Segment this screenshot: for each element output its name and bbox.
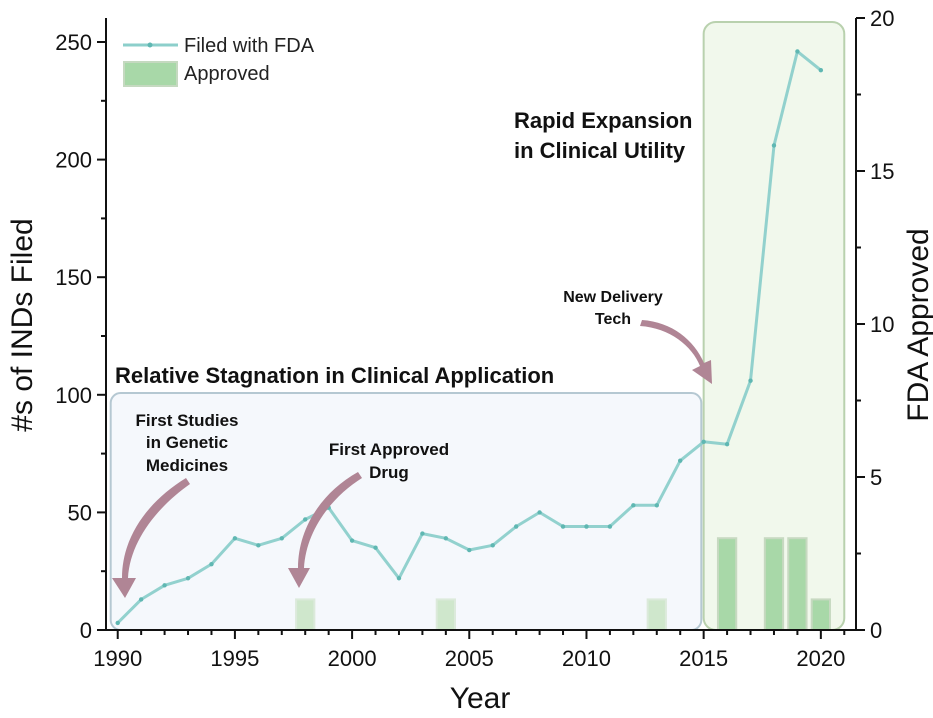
x-axis-title: Year [450, 682, 511, 715]
filed-point-2019 [795, 49, 800, 54]
arrow-new-delivery [640, 320, 712, 384]
filed-point-1997 [279, 536, 284, 541]
approved-bar-2020 [810, 598, 831, 632]
y-right-tick-label-0: 0 [870, 618, 882, 643]
axes: 1990 1995 2000 2005 2010 2015 2020050100150200… [55, 6, 894, 671]
filed-point-1996 [256, 543, 261, 548]
filed-point-2018 [771, 143, 777, 148]
filed-point-1993 [185, 576, 191, 581]
legend-line-marker [147, 42, 153, 48]
filed-point-2009 [560, 524, 566, 529]
filed-point-2014 [678, 458, 683, 463]
filed-point-2002 [396, 576, 402, 581]
annotation-new-delivery-line1: New Delivery [563, 289, 663, 306]
filed-point-2016 [724, 441, 730, 447]
filed-point-1998 [303, 517, 308, 522]
approved-bar-2013 [646, 598, 667, 632]
x-tick-label-1995: 1995 [210, 646, 259, 671]
approved-bar-2019 [787, 537, 808, 632]
arrow-first-approved [288, 472, 362, 588]
filed-point-2001 [373, 545, 378, 550]
filed-point-2008 [537, 510, 542, 515]
region-label-expansion-line1: Rapid Expansion [514, 108, 692, 133]
filed-point-2010 [584, 524, 589, 529]
filed-point-2011 [607, 524, 613, 529]
approved-bars [295, 537, 831, 632]
approved-bar-2004 [435, 598, 456, 632]
filed-point-2020 [818, 68, 824, 73]
x-tick-label-1990: 1990 [93, 646, 142, 671]
y-right-axis-title: FDA Approved [902, 228, 933, 421]
x-tick-label-2000: 2000 [328, 646, 377, 671]
legend-label-filed: Filed with FDA [184, 35, 315, 57]
filed-point-2007 [513, 524, 519, 529]
annotation-first-studies-line1: First Studies [136, 411, 239, 430]
legend-bar-swatch [123, 61, 178, 87]
legend-label-approved: Approved [184, 63, 270, 85]
annotation-arrows [112, 320, 712, 598]
approved-bar-2016 [716, 537, 738, 632]
region-label-expansion-line2: in Clinical Utility [514, 138, 686, 163]
annotation-first-studies-line3: Medicines [146, 456, 228, 475]
x-tick-label-2020: 2020 [796, 646, 845, 671]
y-left-tick-label-200: 200 [55, 148, 92, 173]
y-left-tick-label-100: 100 [55, 383, 92, 408]
arrow-first-studies [112, 478, 190, 598]
approved-bar-1998 [295, 598, 316, 632]
annotation-new-delivery-line2: Tech [595, 311, 631, 328]
y-right-tick-label-10: 10 [870, 312, 894, 337]
x-tick-label-2015: 2015 [679, 646, 728, 671]
filed-point-2015 [701, 439, 706, 445]
filed-point-2004 [443, 536, 449, 541]
filed-point-2003 [420, 531, 425, 536]
filed-point-2017 [748, 378, 753, 383]
legend: Filed with FDA Approved [123, 35, 315, 87]
y-right-tick-label-20: 20 [870, 6, 894, 31]
filed-point-2006 [490, 543, 495, 548]
filed-point-1991 [138, 597, 144, 602]
x-tick-label-2010: 2010 [562, 646, 611, 671]
y-right-tick-label-15: 15 [870, 159, 894, 184]
filed-point-1994 [209, 561, 214, 567]
filed-point-1992 [162, 583, 167, 588]
filed-point-2005 [467, 547, 472, 553]
y-left-tick-label-250: 250 [55, 30, 92, 55]
chart-regions [109, 21, 846, 631]
annotation-first-approved-line2: Drug [369, 463, 409, 482]
filed-point-2000 [349, 538, 355, 543]
y-left-tick-label-150: 150 [55, 265, 92, 290]
filed-point-2012 [631, 503, 636, 508]
filed-point-1995 [232, 536, 238, 541]
y-left-tick-label-0: 0 [80, 618, 92, 643]
y-left-tick-label-50: 50 [68, 500, 92, 525]
filed-point-1990 [115, 620, 120, 626]
annotation-first-approved-line1: First Approved [329, 440, 449, 459]
region-label-stagnation: Relative Stagnation in Clinical Applicat… [115, 363, 554, 388]
filed-point-2013 [654, 503, 659, 508]
annotation-first-studies-line2: in Genetic [146, 433, 228, 452]
y-left-axis-title: #s of INDs Filed [6, 218, 39, 431]
filed-line [115, 49, 824, 626]
approved-bar-2018 [763, 537, 785, 632]
x-tick-label-2005: 2005 [445, 646, 494, 671]
y-right-tick-label-5: 5 [870, 465, 882, 490]
